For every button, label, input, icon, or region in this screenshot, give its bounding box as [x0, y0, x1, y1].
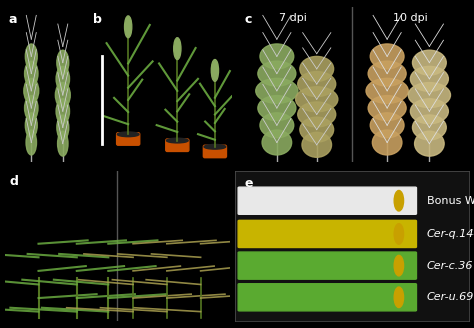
Text: b: b [93, 13, 102, 26]
Ellipse shape [296, 87, 338, 112]
Ellipse shape [173, 38, 181, 59]
Text: Cer-c.36: Cer-c.36 [427, 261, 474, 271]
Ellipse shape [56, 99, 70, 124]
Ellipse shape [256, 78, 298, 103]
Ellipse shape [258, 61, 296, 86]
Ellipse shape [118, 132, 139, 137]
Ellipse shape [410, 99, 448, 124]
Ellipse shape [394, 287, 403, 308]
Ellipse shape [262, 130, 292, 155]
Ellipse shape [394, 256, 403, 276]
Ellipse shape [412, 50, 446, 75]
Ellipse shape [25, 44, 37, 69]
Ellipse shape [258, 95, 296, 120]
Ellipse shape [415, 131, 444, 156]
Ellipse shape [373, 130, 402, 155]
Ellipse shape [368, 61, 406, 86]
Text: c: c [244, 13, 251, 26]
Text: e: e [244, 176, 253, 190]
Text: a: a [8, 13, 17, 26]
Ellipse shape [394, 191, 403, 211]
Ellipse shape [298, 102, 336, 127]
Ellipse shape [368, 95, 406, 120]
Text: Bonus WT: Bonus WT [427, 196, 474, 206]
Ellipse shape [300, 117, 334, 142]
Ellipse shape [260, 113, 294, 138]
FancyBboxPatch shape [203, 145, 227, 158]
Ellipse shape [211, 59, 219, 81]
Ellipse shape [57, 115, 69, 140]
Ellipse shape [260, 44, 294, 69]
FancyBboxPatch shape [238, 187, 417, 214]
Ellipse shape [55, 83, 70, 108]
Ellipse shape [366, 78, 408, 103]
Ellipse shape [166, 138, 188, 143]
FancyBboxPatch shape [238, 252, 417, 279]
Ellipse shape [370, 44, 404, 69]
Ellipse shape [57, 50, 69, 75]
Text: 7 dpi: 7 dpi [279, 13, 307, 23]
Ellipse shape [408, 83, 450, 108]
Ellipse shape [394, 224, 403, 244]
Ellipse shape [57, 131, 68, 156]
Ellipse shape [25, 95, 38, 120]
Ellipse shape [302, 133, 331, 157]
Ellipse shape [412, 115, 446, 140]
Ellipse shape [204, 144, 226, 149]
Text: Cer-u.69: Cer-u.69 [427, 292, 474, 302]
Ellipse shape [25, 61, 38, 86]
Ellipse shape [125, 16, 132, 38]
Ellipse shape [56, 66, 70, 91]
Ellipse shape [26, 130, 36, 155]
Ellipse shape [370, 113, 404, 138]
FancyBboxPatch shape [238, 284, 417, 311]
Text: d: d [9, 175, 18, 188]
Ellipse shape [410, 66, 448, 91]
Text: 10 dpi: 10 dpi [393, 13, 428, 23]
Ellipse shape [25, 113, 37, 138]
Ellipse shape [300, 56, 334, 81]
FancyBboxPatch shape [238, 220, 417, 248]
Ellipse shape [24, 78, 39, 103]
Ellipse shape [298, 72, 336, 96]
Text: Cer-q.1440: Cer-q.1440 [427, 229, 474, 239]
FancyBboxPatch shape [117, 133, 140, 145]
FancyBboxPatch shape [166, 139, 189, 152]
